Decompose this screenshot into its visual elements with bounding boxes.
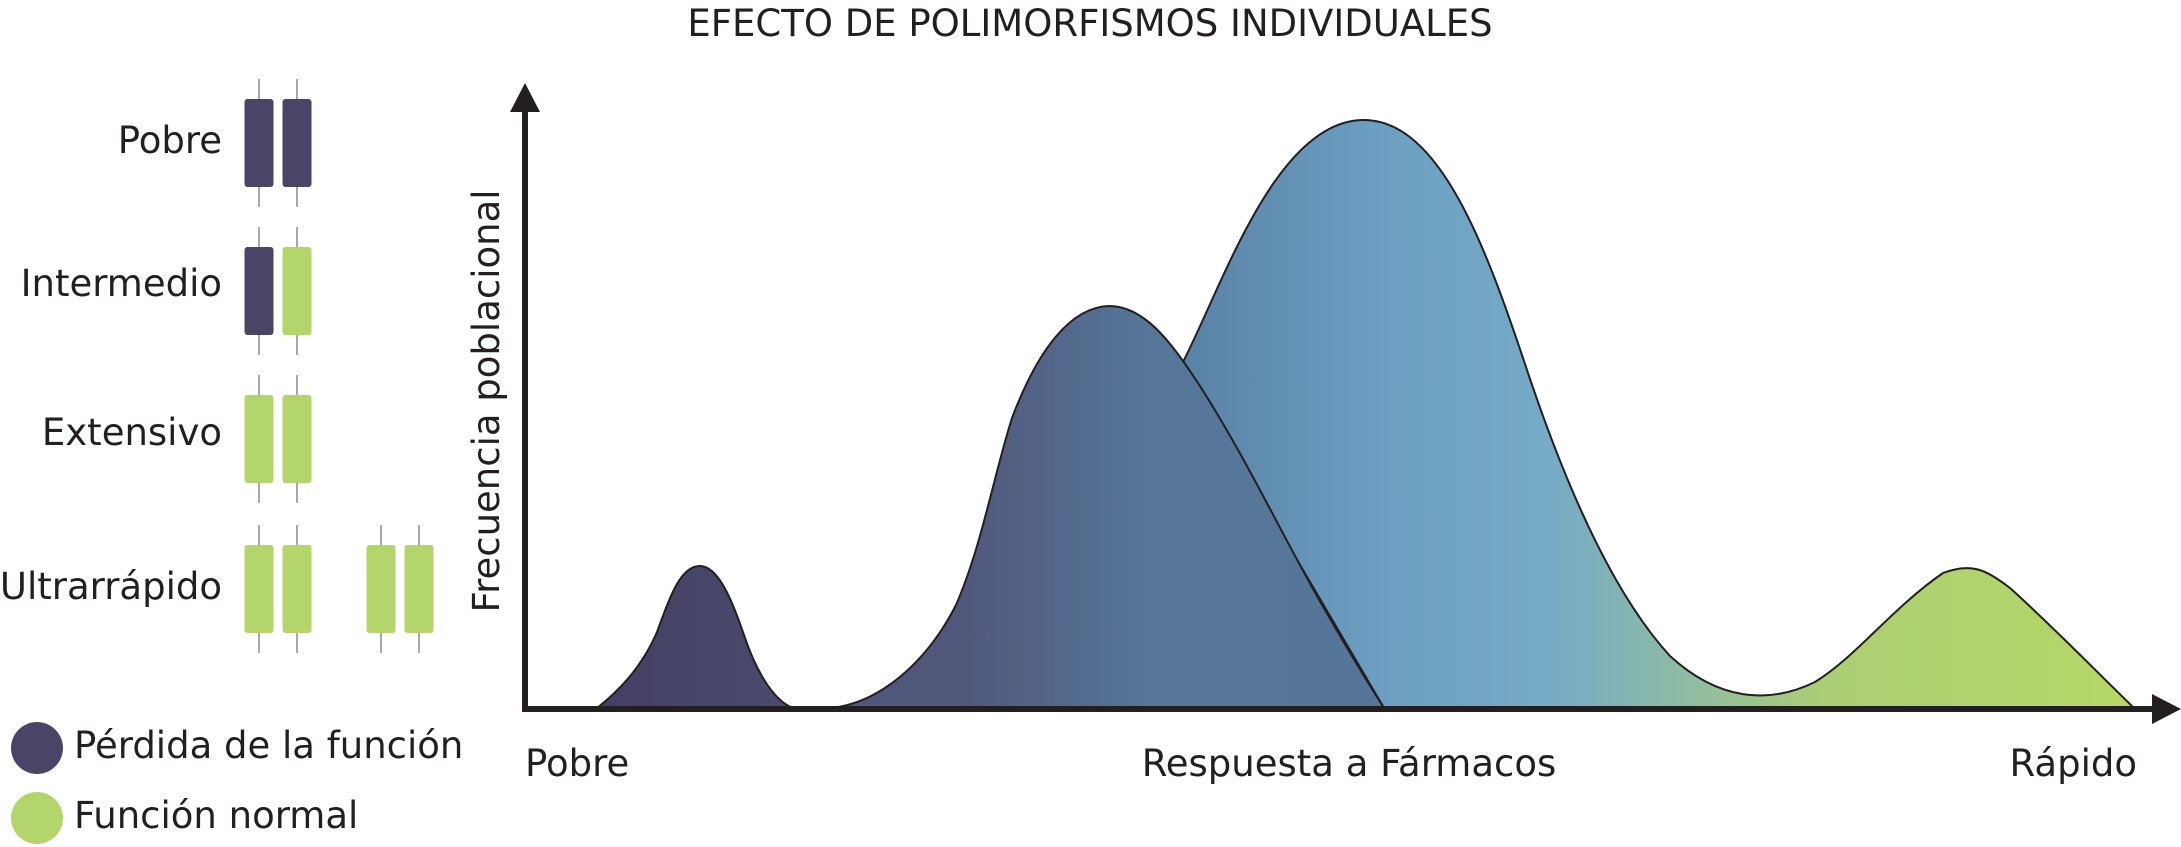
chromosome-normal — [282, 525, 312, 653]
axes: Frecuencia poblacional Respuesta a Fárma… — [465, 83, 2181, 785]
y-axis-arrowhead — [510, 83, 540, 112]
chromosome-normal — [244, 375, 274, 503]
chromosome-loss — [282, 79, 312, 207]
chromosome-normal — [244, 525, 274, 653]
response-curves — [594, 118, 2137, 709]
chromosome-normal — [404, 525, 434, 653]
curve-large-peak — [1180, 118, 2137, 709]
legend-swatch-normal — [11, 792, 63, 844]
phenotype-label-extensivo: Extensivo — [42, 411, 222, 454]
legend-swatch-loss — [11, 722, 63, 774]
phenotype-label-intermedio: Intermedio — [21, 262, 222, 305]
phenotype-labels: Pobre Intermedio Extensivo Ultrarrápido — [0, 119, 222, 608]
legend-label-loss: Pérdida de la función — [74, 724, 463, 767]
legend: Pérdida de la función Función normal — [11, 722, 463, 844]
phenotype-label-pobre: Pobre — [118, 119, 222, 162]
legend-label-normal: Función normal — [74, 794, 358, 837]
chromosome-glyphs — [244, 79, 434, 653]
curve-intermediate-peak — [830, 304, 1386, 709]
x-axis-arrowhead — [2152, 694, 2181, 724]
diagram-title: EFECTO DE POLIMORFISMOS INDIVIDUALES — [687, 2, 1492, 45]
x-axis-end-label: Rápido — [2010, 742, 2137, 785]
x-axis-start-label: Pobre — [525, 742, 629, 785]
chromosome-normal — [282, 375, 312, 503]
chromosome-normal — [282, 227, 312, 355]
phenotype-label-ultrarrapido: Ultrarrápido — [0, 565, 222, 608]
y-axis-label: Frecuencia poblacional — [465, 189, 508, 612]
chromosome-loss — [244, 79, 274, 207]
chromosome-normal — [366, 525, 396, 653]
chromosome-loss — [244, 227, 274, 355]
x-axis-label: Respuesta a Fármacos — [1142, 742, 1557, 785]
curve-poor-peak — [594, 564, 794, 709]
